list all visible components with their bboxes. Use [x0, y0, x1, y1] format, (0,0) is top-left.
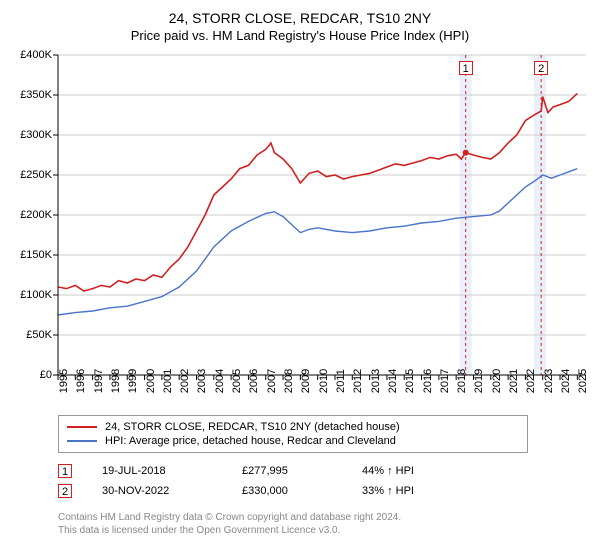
- transaction-price: £330,000: [242, 485, 362, 497]
- x-axis-label: 1995: [58, 369, 70, 393]
- x-axis-label: 2007: [266, 369, 278, 393]
- transaction-row: 1 19-JUL-2018£277,99544% ↑ HPI: [58, 461, 600, 481]
- x-axis-label: 2020: [491, 369, 503, 393]
- x-axis-label: 2010: [318, 369, 330, 393]
- transaction-badge: 1: [58, 464, 72, 478]
- x-axis-label: 2004: [214, 369, 226, 393]
- transaction-pct: 33% ↑ HPI: [362, 485, 482, 497]
- x-axis-label: 2024: [560, 369, 572, 393]
- y-axis-label: £50K: [26, 329, 52, 341]
- footer-attribution: Contains HM Land Registry data © Crown c…: [58, 511, 600, 547]
- x-axis-label: 1996: [75, 369, 87, 393]
- x-axis-label: 1998: [110, 369, 122, 393]
- x-axis-label: 2009: [300, 369, 312, 393]
- transactions-table: 1 19-JUL-2018£277,99544% ↑ HPI 2 30-NOV-202…: [58, 461, 600, 501]
- y-axis-label: £250K: [20, 169, 52, 181]
- y-axis-label: £200K: [20, 209, 52, 221]
- x-axis-label: 2021: [508, 369, 520, 393]
- x-axis-label: 2013: [370, 369, 382, 393]
- x-axis-label: 2005: [231, 369, 243, 393]
- chart-marker-badge: 1: [459, 61, 473, 75]
- x-axis-label: 2008: [283, 369, 295, 393]
- legend: 24, STORR CLOSE, REDCAR, TS10 2NY (detac…: [58, 415, 528, 453]
- x-axis-label: 2002: [179, 369, 191, 393]
- legend-label: 24, STORR CLOSE, REDCAR, TS10 2NY (detac…: [105, 421, 400, 433]
- x-axis-label: 2011: [335, 369, 347, 393]
- legend-label: HPI: Average price, detached house, Redc…: [105, 435, 396, 447]
- x-axis-label: 1999: [127, 369, 139, 393]
- legend-swatch: [67, 440, 97, 442]
- chart-marker-badge: 2: [534, 61, 548, 75]
- x-axis-label: 2023: [543, 369, 555, 393]
- x-axis-label: 2018: [456, 369, 468, 393]
- footer-line: This data is licensed under the Open Gov…: [58, 524, 600, 537]
- x-axis-label: 2017: [439, 369, 451, 393]
- x-axis-label: 2003: [196, 369, 208, 393]
- transaction-pct: 44% ↑ HPI: [362, 465, 482, 477]
- x-axis-label: 2022: [525, 369, 537, 393]
- x-axis-label: 2016: [422, 369, 434, 393]
- x-axis-label: 2006: [248, 369, 260, 393]
- chart-area: £0 £50K £100K £150K £200K £250K £300K £350K £400…: [0, 49, 600, 409]
- legend-swatch: [67, 426, 97, 428]
- transaction-date: 19-JUL-2018: [102, 465, 242, 477]
- y-axis-label: £350K: [20, 89, 52, 101]
- x-axis-label: 2012: [352, 369, 364, 393]
- x-axis-label: 2015: [404, 369, 416, 393]
- chart-svg: [0, 49, 600, 409]
- chart-subtitle: Price paid vs. HM Land Registry's House …: [0, 26, 600, 49]
- x-axis-label: 2014: [387, 369, 399, 393]
- y-axis-label: £150K: [20, 249, 52, 261]
- x-axis-label: 1997: [93, 369, 105, 393]
- x-axis-label: 2019: [473, 369, 485, 393]
- x-axis-label: 2025: [577, 369, 589, 393]
- transaction-badge: 2: [58, 484, 72, 498]
- legend-item: HPI: Average price, detached house, Redc…: [67, 434, 519, 448]
- legend-item: 24, STORR CLOSE, REDCAR, TS10 2NY (detac…: [67, 420, 519, 434]
- chart-title: 24, STORR CLOSE, REDCAR, TS10 2NY: [0, 0, 600, 26]
- footer-line: Contains HM Land Registry data © Crown c…: [58, 511, 600, 524]
- x-axis-label: 2001: [162, 369, 174, 393]
- transaction-price: £277,995: [242, 465, 362, 477]
- transaction-date: 30-NOV-2022: [102, 485, 242, 497]
- transaction-row: 2 30-NOV-2022£330,00033% ↑ HPI: [58, 481, 600, 501]
- y-axis-label: £0: [40, 369, 52, 381]
- y-axis-label: £300K: [20, 129, 52, 141]
- y-axis-label: £400K: [20, 49, 52, 61]
- x-axis-label: 2000: [145, 369, 157, 393]
- y-axis-label: £100K: [20, 289, 52, 301]
- chart-container: 24, STORR CLOSE, REDCAR, TS10 2NY Price …: [0, 0, 600, 547]
